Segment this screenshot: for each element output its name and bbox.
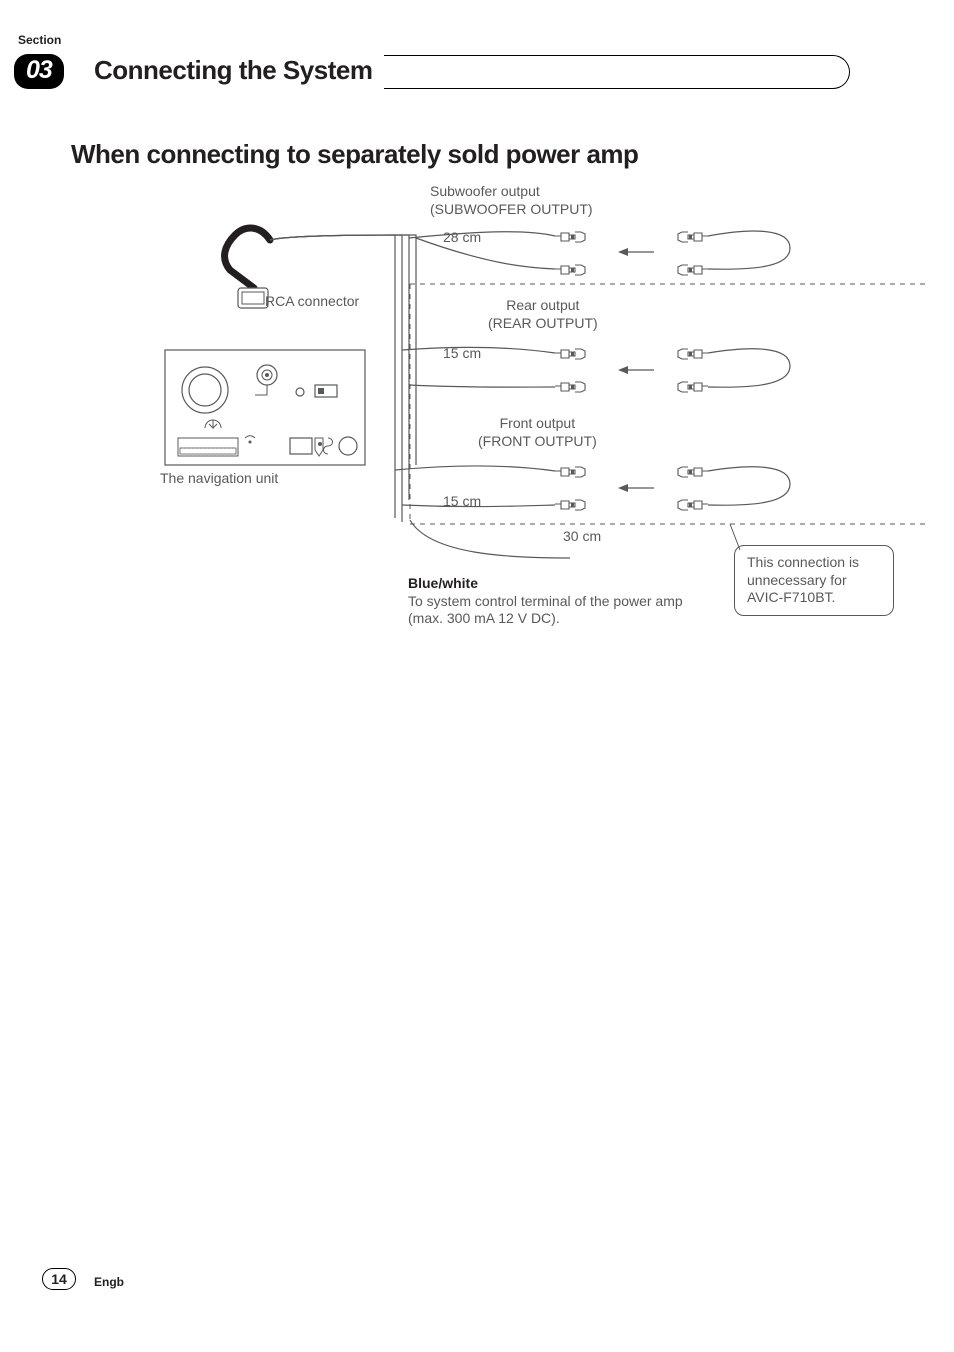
label-rca-connector: RCA connector: [265, 293, 359, 311]
section-label: Section: [18, 33, 61, 47]
callout-avic: This connection is unnecessary for AVIC-…: [734, 545, 894, 616]
chapter-title: Connecting the System: [94, 55, 372, 86]
main-heading: When connecting to separately sold power…: [71, 139, 638, 170]
language-code: Engb: [94, 1275, 124, 1289]
wiring-diagram: Subwoofer output (SUBWOOFER OUTPUT) 28 c…: [150, 180, 930, 620]
page-number: 14: [42, 1268, 76, 1290]
label-subwoofer-output: Subwoofer output (SUBWOOFER OUTPUT): [430, 183, 593, 218]
label-bluewhite: Blue/white To system control terminal of…: [408, 575, 728, 628]
label-length-sub: 28 cm: [443, 229, 481, 247]
label-nav-unit: The navigation unit: [160, 470, 278, 488]
section-number-badge: 03: [14, 54, 64, 89]
label-length-rear: 15 cm: [443, 345, 481, 363]
label-length-remote: 30 cm: [563, 528, 601, 546]
label-length-front: 15 cm: [443, 493, 481, 511]
label-front-output: Front output (FRONT OUTPUT): [478, 415, 597, 450]
label-rear-output: Rear output (REAR OUTPUT): [488, 297, 598, 332]
